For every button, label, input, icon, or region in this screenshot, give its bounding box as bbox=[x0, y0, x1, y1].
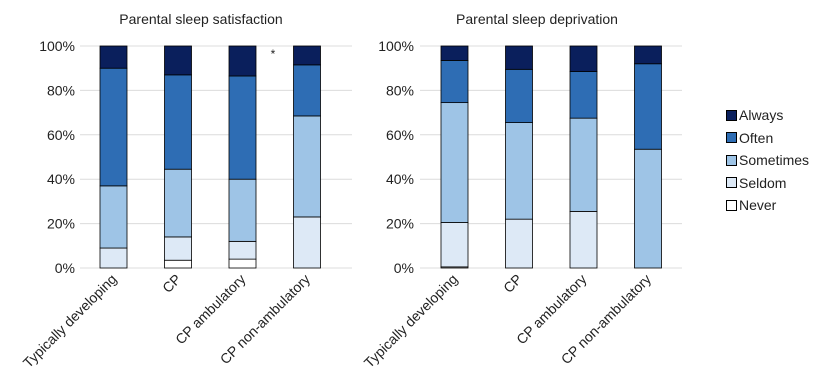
chart2-bar-typically-developing-sometimes bbox=[440, 102, 469, 223]
chart1-ytick-label: 0% bbox=[55, 260, 75, 276]
chart2-ytick-label: 80% bbox=[386, 82, 414, 98]
chart1-ytick-label: 80% bbox=[47, 82, 75, 98]
legend-swatch-sometimes bbox=[726, 154, 737, 166]
chart2-ytick-label: 0% bbox=[394, 260, 414, 276]
chart1-bar-typically-developing-always bbox=[99, 45, 128, 69]
chart1-bar-cp-ambulatory-sometimes bbox=[228, 178, 257, 242]
chart2-bar-cp-ambulatory-seldom bbox=[569, 210, 598, 269]
legend-item-sometimes: Sometimes bbox=[726, 149, 809, 172]
legend-item-often: Often bbox=[726, 127, 809, 150]
chart1-bar-typically-developing-often bbox=[99, 67, 128, 187]
chart2-bar-typically-developing-always bbox=[440, 45, 469, 61]
chart2-ytick-label: 100% bbox=[378, 38, 414, 54]
chart2-bar-cp-seldom bbox=[505, 218, 533, 269]
chart2-bar-cp-often bbox=[505, 68, 533, 123]
chart1-ytick-label: 20% bbox=[47, 216, 75, 232]
chart1-bar-typically-developing-sometimes bbox=[99, 185, 128, 249]
legend-item-seldom: Seldom bbox=[726, 172, 809, 195]
chart2-ytick-label: 20% bbox=[386, 216, 414, 232]
chart1-bar-cp-always bbox=[164, 45, 192, 76]
chart2-title: Parental sleep deprivation bbox=[456, 11, 618, 27]
legend-label-seldom: Seldom bbox=[739, 174, 787, 191]
chart1-bar-cp-often bbox=[164, 74, 192, 170]
chart1-bar-cp-seldom bbox=[164, 236, 192, 261]
chart2-bar-cp-sometimes bbox=[505, 122, 533, 220]
chart1-xtick-label: CP bbox=[159, 271, 184, 296]
legend-swatch-always bbox=[726, 109, 737, 121]
legend-label-always: Always bbox=[739, 107, 784, 124]
chart1-ytick-label: 100% bbox=[39, 38, 75, 54]
chart1-bar-cp-non-ambulatory-often bbox=[293, 64, 321, 117]
chart2-bar-cp-non-ambulatory-sometimes bbox=[634, 148, 662, 269]
legend-swatch-seldom bbox=[726, 177, 737, 189]
chart2-ytick-label: 60% bbox=[386, 127, 414, 143]
chart2-bar-cp-always bbox=[505, 45, 533, 70]
chart2-bar-typically-developing-often bbox=[440, 60, 469, 104]
chart1-annotation: * bbox=[271, 47, 276, 61]
chart1-bar-cp-ambulatory-seldom bbox=[228, 240, 257, 260]
chart1-bar-cp-non-ambulatory-always bbox=[293, 45, 321, 66]
chart1-ytick-label: 60% bbox=[47, 127, 75, 143]
chart2-bar-cp-ambulatory-always bbox=[569, 45, 598, 72]
chart1-bar-cp-ambulatory-never bbox=[228, 258, 257, 269]
chart1-bar-cp-sometimes bbox=[164, 168, 192, 238]
legend-label-often: Often bbox=[739, 129, 774, 146]
chart1-bar-cp-never bbox=[164, 259, 192, 269]
chart2-bar-cp-non-ambulatory-always bbox=[634, 45, 662, 65]
legend-label-sometimes: Sometimes bbox=[739, 152, 810, 169]
chart1-title: Parental sleep satisfaction bbox=[119, 11, 282, 27]
legend-swatch-never bbox=[726, 199, 737, 211]
chart1-xtick-label: Typically developing bbox=[20, 271, 120, 371]
chart1-ytick-label: 40% bbox=[47, 171, 75, 187]
chart1-bar-cp-ambulatory-often bbox=[228, 75, 257, 180]
legend-label-never: Never bbox=[739, 197, 777, 214]
chart2-bar-cp-ambulatory-often bbox=[569, 71, 598, 119]
chart1-bar-cp-ambulatory-always bbox=[228, 45, 257, 77]
legend-swatch-often bbox=[726, 132, 737, 144]
chart2-bar-typically-developing-seldom bbox=[440, 222, 469, 268]
legend-item-never: Never bbox=[726, 194, 809, 217]
chart1-bar-cp-non-ambulatory-seldom bbox=[293, 216, 321, 269]
chart2-bar-cp-ambulatory-sometimes bbox=[569, 117, 598, 212]
chart2-xtick-label: Typically developing bbox=[361, 271, 461, 371]
chart2-xtick-label: CP bbox=[500, 271, 525, 296]
chart1-bar-typically-developing-seldom bbox=[99, 247, 128, 269]
chart1-bar-cp-non-ambulatory-sometimes bbox=[293, 115, 321, 218]
legend-item-always: Always bbox=[726, 104, 809, 127]
chart2-ytick-label: 40% bbox=[386, 171, 414, 187]
chart2-bar-cp-non-ambulatory-often bbox=[634, 63, 662, 150]
legend: Always Often Sometimes Seldom Never bbox=[726, 104, 809, 217]
